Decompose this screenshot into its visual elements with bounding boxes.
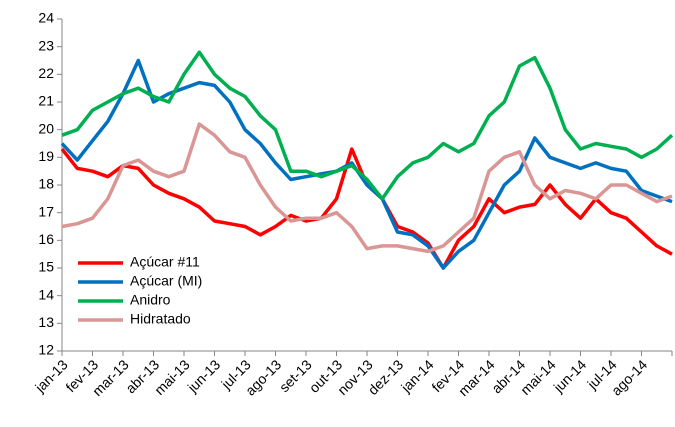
legend-label: Açúcar #11 [130,254,200,270]
x-tick-label: jun-13 [184,356,224,396]
x-tick-label: jun-14 [550,356,590,396]
x-tick-label: jan-13 [31,356,71,396]
y-tick-label: 21 [38,93,54,109]
legend-label: Açúcar (MI) [130,273,202,289]
y-tick-label: 17 [38,203,54,219]
y-tick-label: 12 [38,342,54,358]
x-tick-label: jan-14 [397,356,437,396]
y-tick-label: 16 [38,231,54,247]
series-line [60,58,673,270]
x-tick-label: set-13 [276,356,315,395]
series-line [61,122,673,254]
x-tick-label: mai-13 [151,356,193,398]
y-tick-label: 22 [38,65,54,81]
x-tick-label: dez-13 [365,356,407,398]
x-tick-label: mai-14 [517,356,559,398]
y-tick-label: 24 [38,10,54,26]
y-tick-label: 19 [38,148,54,164]
y-tick-label: 20 [38,120,54,136]
y-tick-label: 14 [38,286,54,302]
y-tick-label: 18 [38,176,54,192]
y-tick-label: 23 [38,37,54,53]
y-tick-label: 15 [38,259,54,275]
legend-label: Hidratado [130,311,191,327]
legend-label: Anidro [130,292,171,308]
y-tick-label: 13 [38,314,54,330]
series-line [61,50,674,201]
